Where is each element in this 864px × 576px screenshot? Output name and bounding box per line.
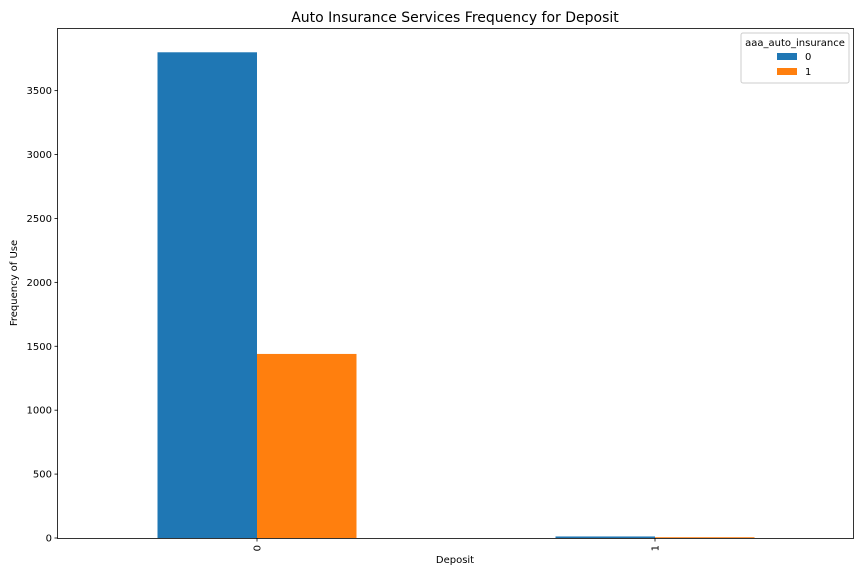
x-tick-label: 0 [253, 545, 264, 551]
y-tick-label: 2500 [27, 214, 52, 225]
bar-series-1-cat-1 [655, 537, 755, 538]
bars-group [157, 52, 755, 539]
legend-swatch-1 [777, 68, 797, 75]
y-tick-label: 3500 [27, 86, 52, 97]
y-tick-label: 2000 [27, 278, 52, 289]
y-tick-label: 3000 [27, 150, 52, 161]
plot-frame [57, 28, 854, 539]
legend-label-1: 1 [805, 67, 811, 78]
y-axis-ticks: 0 500 1000 1500 2000 2500 3000 3500 [27, 86, 58, 545]
x-axis-title: Deposit [436, 555, 474, 566]
bar-series-1-cat-0 [257, 353, 357, 538]
legend-label-0: 0 [805, 52, 811, 63]
legend-swatch-0 [777, 53, 797, 60]
y-tick-label: 500 [33, 470, 52, 481]
legend: aaa_auto_insurance 0 1 [740, 32, 850, 84]
y-tick-label: 0 [46, 534, 52, 545]
bar-series-0-cat-1 [555, 536, 655, 538]
y-tick-label: 1000 [27, 406, 52, 417]
bar-series-0-cat-0 [157, 52, 257, 539]
y-tick-label: 1500 [27, 342, 52, 353]
y-axis-title: Frequency of Use [9, 240, 20, 326]
legend-title: aaa_auto_insurance [745, 38, 845, 49]
x-tick-label: 1 [651, 545, 662, 551]
chart-title: Auto Insurance Services Frequency for De… [291, 10, 619, 26]
